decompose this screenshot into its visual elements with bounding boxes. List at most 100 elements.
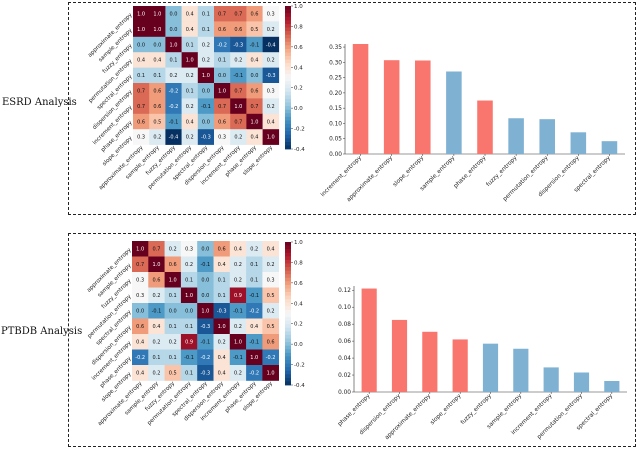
- heatmap-cell: [149, 67, 166, 84]
- heatmap-cell: [197, 334, 214, 350]
- heatmap-cell-value: 0.1: [250, 278, 258, 284]
- heatmap-cell: [133, 6, 150, 22]
- heatmap-cell: [180, 318, 198, 335]
- colorbar-segment: [285, 56, 291, 61]
- bar: [422, 331, 438, 392]
- colorbar-segment: [285, 34, 291, 39]
- ptbdb-analysis-panel: [68, 233, 636, 447]
- heatmap-cell-value: -0.2: [249, 309, 259, 315]
- esrd-analysis-panel: [68, 2, 636, 215]
- heatmap-cell-value: -0.3: [233, 42, 243, 48]
- heatmap-cell: [133, 36, 150, 53]
- colorbar-segment: [285, 284, 291, 289]
- heatmap-cell: [214, 83, 231, 99]
- heatmap-cell-value: 0.7: [137, 89, 145, 95]
- heatmap-cell: [213, 256, 231, 273]
- colorbar-segment: [285, 320, 291, 325]
- heatmap-cell-value: 0.2: [267, 309, 275, 315]
- heatmap-cell-value: 0.5: [267, 293, 275, 299]
- heatmap-cell-value: 0.6: [218, 119, 226, 125]
- heatmap-cell-value: 1.0: [185, 293, 193, 299]
- colorbar-segment: [285, 20, 291, 25]
- heatmap-cell-value: 0.2: [186, 104, 194, 110]
- heatmap-cell: [230, 67, 247, 84]
- x-tick-label: phase_entropy: [337, 393, 372, 428]
- heatmap-cell-value: 0.4: [136, 371, 144, 377]
- heatmap-cell: [149, 21, 166, 38]
- heatmap-cell: [148, 365, 165, 381]
- heatmap-cell: [246, 349, 263, 366]
- colorbar-segment: [285, 317, 291, 322]
- heatmap-cell: [132, 241, 149, 257]
- heatmap-cell: [214, 67, 231, 84]
- colorbar-segment: [285, 324, 291, 329]
- colorbar-segment: [285, 16, 291, 21]
- heatmap-cell: [165, 6, 182, 22]
- heatmap-cell-value: 0.5: [169, 371, 177, 377]
- heatmap-cell: [165, 98, 182, 115]
- heatmap-cell-value: 1.0: [218, 324, 226, 330]
- heatmap-cell-value: -0.2: [200, 355, 210, 361]
- heatmap-cell-value: 0.4: [152, 324, 160, 330]
- colorbar-segment: [285, 313, 291, 318]
- x-tick-label: fuzzy_entropy: [486, 155, 519, 188]
- colorbar-segment: [285, 356, 291, 361]
- colorbar-segment: [285, 120, 291, 125]
- colorbar-segment: [285, 41, 291, 46]
- heatmap-cell-value: 0.2: [234, 324, 242, 330]
- heatmap-cell-value: -0.1: [250, 42, 260, 48]
- heatmap-cell: [197, 129, 215, 145]
- bar: [513, 348, 529, 392]
- heatmap-cell: [181, 129, 199, 145]
- bar: [601, 141, 618, 154]
- heatmap-cell: [262, 129, 280, 145]
- heatmap-cell-value: 0.0: [202, 119, 210, 125]
- colorbar-tick-label: 0.6: [294, 281, 303, 287]
- heatmap-cell-value: 0.4: [267, 247, 275, 253]
- heatmap-cell-value: 0.2: [234, 58, 242, 64]
- heatmap-cell: [262, 334, 279, 350]
- heatmap-cell: [246, 36, 263, 53]
- heatmap-cell: [132, 287, 149, 304]
- colorbar-segment: [285, 84, 291, 89]
- heatmap-cell-value: 0.5: [267, 324, 275, 330]
- bar: [361, 288, 377, 392]
- heatmap-cell: [149, 83, 166, 99]
- colorbar-segment: [285, 63, 291, 68]
- heatmap-cell-value: -0.2: [249, 371, 259, 377]
- x-tick-label: slope_entropy: [392, 155, 425, 188]
- colorbar-segment: [285, 95, 291, 100]
- heatmap-cell-value: 0.1: [202, 27, 210, 33]
- colorbar-segment: [285, 292, 291, 297]
- heatmap-cell-value: 0.2: [234, 371, 242, 377]
- heatmap-cell-value: 1.0: [218, 89, 226, 95]
- colorbar-segment: [285, 70, 291, 75]
- heatmap-cell-value: 1.0: [153, 12, 161, 18]
- heatmap-cell: [164, 303, 182, 319]
- colorbar-segment: [285, 256, 291, 261]
- heatmap-cell-value: 0.6: [234, 27, 242, 33]
- heatmap-cell: [214, 21, 231, 38]
- heatmap-cell-value: 0.0: [201, 278, 209, 284]
- heatmap-cell-value: -0.1: [184, 355, 194, 361]
- heatmap-cell: [246, 365, 263, 381]
- colorbar-tick-label: 1.0: [294, 4, 303, 10]
- heatmap-cell: [197, 83, 215, 99]
- heatmap-cell: [246, 113, 263, 130]
- heatmap-cell: [180, 303, 198, 319]
- heatmap-cell-value: 0.3: [267, 278, 275, 284]
- colorbar-segment: [285, 263, 291, 268]
- heatmap-cell: [246, 272, 263, 288]
- heatmap-cell-value: 0.6: [218, 27, 226, 33]
- heatmap-cell-value: 0.3: [136, 278, 144, 284]
- y-tick-label: 0.00: [329, 152, 342, 158]
- heatmap-cell: [229, 303, 247, 319]
- heatmap-cell: [213, 241, 231, 257]
- heatmap-cell-value: 0.2: [186, 135, 194, 141]
- heatmap-cell: [246, 129, 263, 145]
- colorbar-segment: [285, 127, 291, 132]
- heatmap-cell-value: 1.0: [250, 355, 258, 361]
- heatmap-cell: [229, 334, 247, 350]
- heatmap-cell: [229, 287, 247, 304]
- heatmap-cell-value: 1.0: [251, 119, 259, 125]
